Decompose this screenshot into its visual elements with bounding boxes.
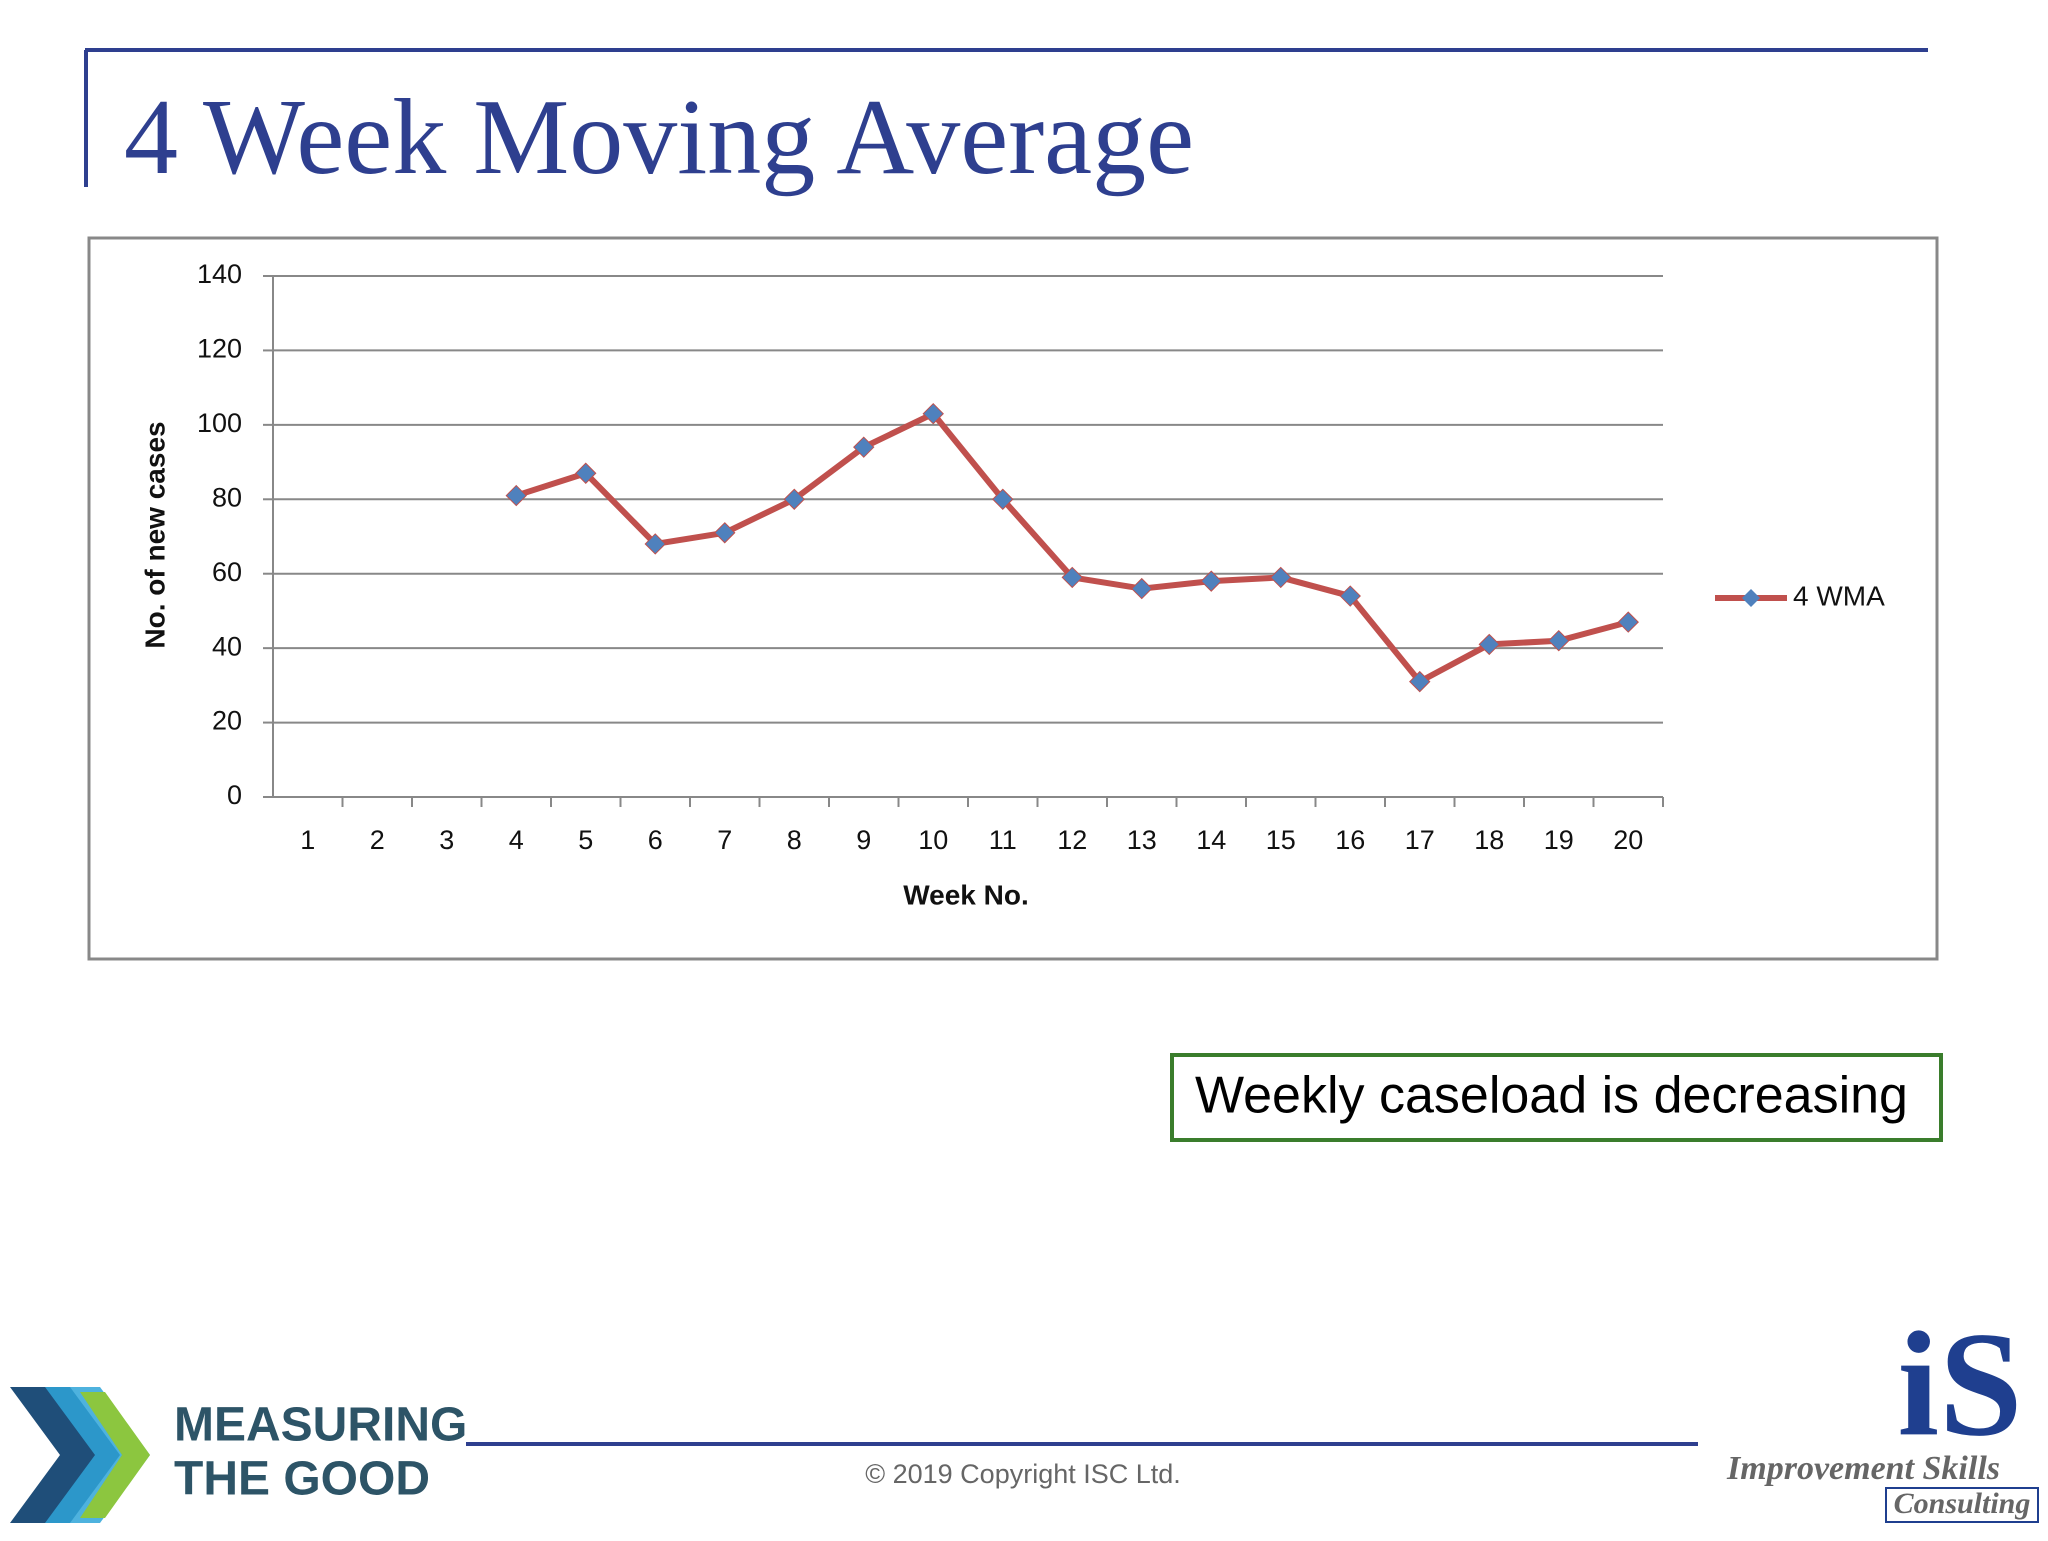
data-marker	[1131, 577, 1153, 600]
x-tick-label: 4	[509, 825, 524, 855]
y-tick-label: 60	[212, 557, 242, 587]
data-marker	[783, 488, 805, 510]
y-tick-label: 80	[212, 482, 242, 512]
x-tick-label: 7	[717, 825, 732, 855]
x-tick-label: 15	[1266, 825, 1296, 855]
x-tick-label: 8	[787, 825, 802, 855]
y-tick-label: 0	[227, 780, 242, 810]
data-marker	[1061, 566, 1083, 589]
data-marker	[1200, 570, 1222, 592]
x-tick-label: 18	[1474, 825, 1504, 855]
logo-box	[1885, 1487, 2039, 1523]
logo-text: THE GOOD	[174, 1453, 430, 1506]
x-axis-title: Week No.	[903, 879, 1029, 910]
data-marker	[1270, 566, 1292, 589]
data-marker	[1548, 629, 1570, 652]
logo-right: iS Improvement Skills Consulting	[1726, 1301, 2039, 1523]
x-tick-label: 20	[1613, 825, 1643, 855]
x-tick-label: 16	[1335, 825, 1365, 855]
data-marker	[992, 488, 1014, 510]
x-tick-label: 19	[1544, 825, 1574, 855]
x-tick-label: 17	[1405, 825, 1435, 855]
x-tick-label: 13	[1127, 825, 1157, 855]
data-marker	[644, 533, 666, 555]
logo-left: MEASURING THE GOOD	[10, 1387, 467, 1523]
data-marker	[1409, 670, 1431, 693]
legend-marker	[1742, 589, 1760, 607]
data-marker	[575, 462, 597, 484]
x-tick-label: 9	[856, 825, 871, 855]
slide-title: 4 Week Moving Average	[124, 78, 1194, 197]
y-tick-label: 140	[197, 259, 242, 289]
callout-box	[1170, 1053, 1943, 1142]
y-tick-label: 20	[212, 706, 242, 736]
data-marker	[1478, 633, 1500, 656]
data-marker	[922, 402, 944, 425]
data-marker	[714, 522, 736, 544]
legend-label: 4 WMA	[1793, 580, 1885, 611]
y-axis-title: No. of new cases	[139, 421, 170, 648]
data-marker	[505, 484, 527, 507]
logo-text: MEASURING	[174, 1399, 467, 1452]
logo-mark: iS	[1897, 1301, 2022, 1467]
x-tick-label: 5	[578, 825, 593, 855]
callout-text: Weekly caseload is decreasing	[1195, 1067, 1908, 1125]
x-tick-label: 11	[989, 825, 1017, 855]
chart-frame	[87, 236, 1939, 961]
data-marker	[853, 436, 875, 458]
logo-arrow	[80, 1392, 150, 1518]
x-tick-label: 2	[370, 825, 385, 855]
x-tick-label: 14	[1196, 825, 1226, 855]
y-tick-label: 100	[197, 408, 242, 438]
data-marker	[1339, 585, 1361, 607]
x-tick-label: 12	[1057, 825, 1087, 855]
x-tick-label: 3	[439, 825, 454, 855]
logo-text: Consulting	[1894, 1487, 2031, 1520]
x-tick-label: 6	[648, 825, 663, 855]
x-tick-label: 10	[918, 825, 948, 855]
x-tick-label: 1	[300, 825, 315, 855]
footer-text: © 2019 Copyright ISC Ltd.	[865, 1459, 1181, 1489]
logo-text: Improvement Skills	[1726, 1450, 2000, 1487]
y-tick-label: 120	[197, 334, 242, 364]
y-tick-label: 40	[212, 631, 242, 661]
data-marker	[1617, 611, 1639, 633]
